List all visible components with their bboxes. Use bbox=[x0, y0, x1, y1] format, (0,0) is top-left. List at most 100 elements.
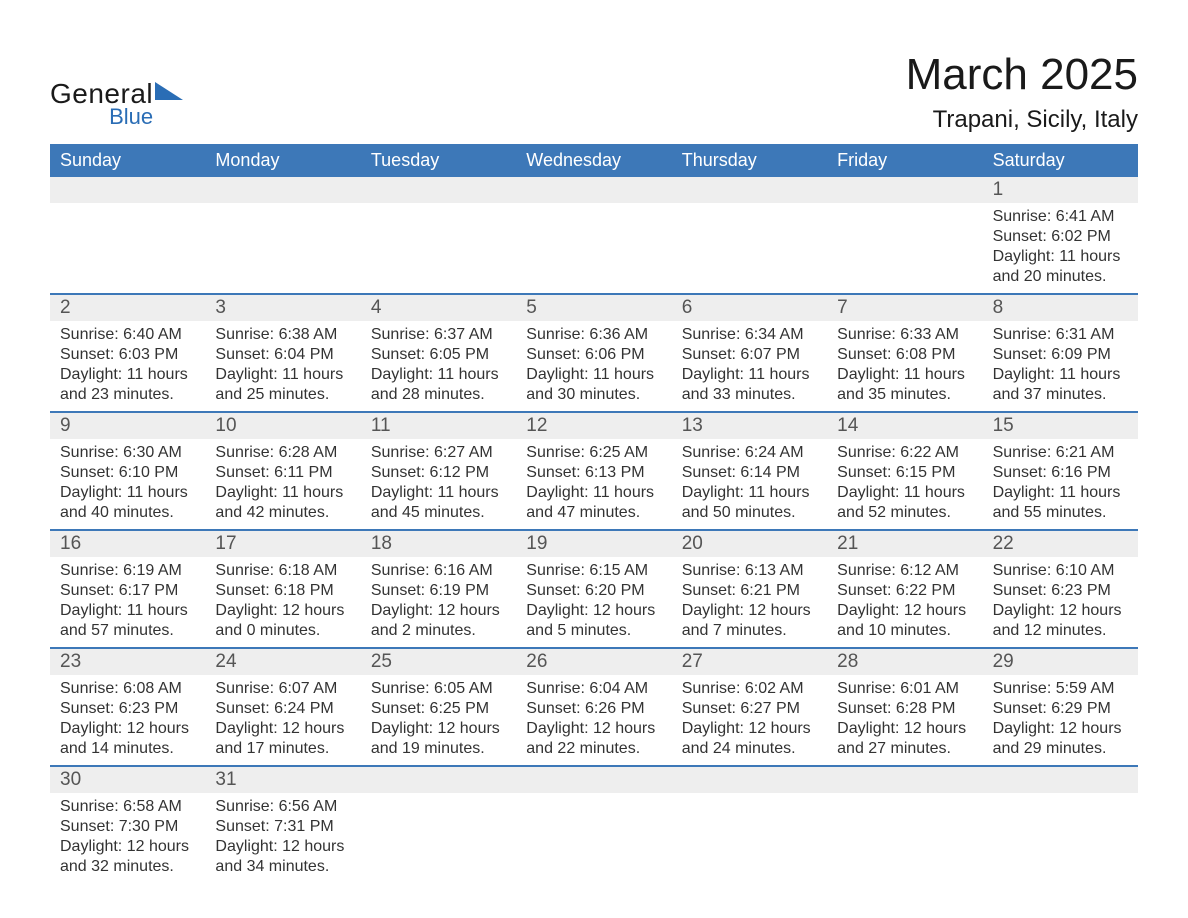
day-cell bbox=[516, 793, 671, 883]
day-cell: Sunrise: 6:31 AMSunset: 6:09 PMDaylight:… bbox=[983, 321, 1138, 411]
weekday-header: Saturday bbox=[983, 144, 1138, 177]
day-sunrise-text: Sunrise: 6:08 AM bbox=[60, 679, 195, 699]
day-cell: Sunrise: 6:15 AMSunset: 6:20 PMDaylight:… bbox=[516, 557, 671, 647]
day-number: 24 bbox=[205, 649, 360, 675]
day-cell: Sunrise: 6:37 AMSunset: 6:05 PMDaylight:… bbox=[361, 321, 516, 411]
day-number: 23 bbox=[50, 649, 205, 675]
day-cell: Sunrise: 5:59 AMSunset: 6:29 PMDaylight:… bbox=[983, 675, 1138, 765]
day-sunset-text: Sunset: 6:11 PM bbox=[215, 463, 350, 483]
weekday-header: Monday bbox=[205, 144, 360, 177]
day-sunset-text: Sunset: 6:13 PM bbox=[526, 463, 661, 483]
day-sunrise-text: Sunrise: 6:02 AM bbox=[682, 679, 817, 699]
day-number: 17 bbox=[205, 531, 360, 557]
day-day1-text: Daylight: 11 hours bbox=[993, 365, 1128, 385]
day-day2-text: and 5 minutes. bbox=[526, 621, 661, 641]
day-sunset-text: Sunset: 7:31 PM bbox=[215, 817, 350, 837]
day-number bbox=[827, 767, 982, 793]
title-block: March 2025 Trapani, Sicily, Italy bbox=[906, 50, 1138, 134]
day-sunset-text: Sunset: 6:20 PM bbox=[526, 581, 661, 601]
day-sunrise-text: Sunrise: 6:22 AM bbox=[837, 443, 972, 463]
week-daynum-row: 2345678 bbox=[50, 293, 1138, 321]
day-sunrise-text: Sunrise: 6:30 AM bbox=[60, 443, 195, 463]
day-number: 28 bbox=[827, 649, 982, 675]
day-number bbox=[672, 767, 827, 793]
day-cell bbox=[361, 203, 516, 293]
day-day2-text: and 42 minutes. bbox=[215, 503, 350, 523]
day-sunrise-text: Sunrise: 6:12 AM bbox=[837, 561, 972, 581]
day-sunrise-text: Sunrise: 6:31 AM bbox=[993, 325, 1128, 345]
page-title: March 2025 bbox=[906, 50, 1138, 100]
day-sunrise-text: Sunrise: 6:41 AM bbox=[993, 207, 1128, 227]
logo-line2: Blue bbox=[109, 106, 153, 128]
day-sunrise-text: Sunrise: 6:38 AM bbox=[215, 325, 350, 345]
day-day2-text: and 37 minutes. bbox=[993, 385, 1128, 405]
day-cell: Sunrise: 6:05 AMSunset: 6:25 PMDaylight:… bbox=[361, 675, 516, 765]
day-day1-text: Daylight: 11 hours bbox=[371, 483, 506, 503]
day-sunrise-text: Sunrise: 6:27 AM bbox=[371, 443, 506, 463]
day-cell bbox=[827, 203, 982, 293]
day-sunset-text: Sunset: 6:15 PM bbox=[837, 463, 972, 483]
weekday-header: Sunday bbox=[50, 144, 205, 177]
day-number: 3 bbox=[205, 295, 360, 321]
day-sunset-text: Sunset: 6:12 PM bbox=[371, 463, 506, 483]
day-day1-text: Daylight: 11 hours bbox=[837, 483, 972, 503]
day-sunset-text: Sunset: 6:26 PM bbox=[526, 699, 661, 719]
day-cell bbox=[672, 203, 827, 293]
day-day1-text: Daylight: 12 hours bbox=[60, 837, 195, 857]
day-sunset-text: Sunset: 6:02 PM bbox=[993, 227, 1128, 247]
day-day2-text: and 34 minutes. bbox=[215, 857, 350, 877]
day-cell: Sunrise: 6:30 AMSunset: 6:10 PMDaylight:… bbox=[50, 439, 205, 529]
day-sunrise-text: Sunrise: 6:37 AM bbox=[371, 325, 506, 345]
day-number bbox=[516, 177, 671, 203]
day-sunset-text: Sunset: 6:06 PM bbox=[526, 345, 661, 365]
day-day2-text: and 25 minutes. bbox=[215, 385, 350, 405]
day-cell: Sunrise: 6:33 AMSunset: 6:08 PMDaylight:… bbox=[827, 321, 982, 411]
day-sunset-text: Sunset: 6:27 PM bbox=[682, 699, 817, 719]
day-sunset-text: Sunset: 6:03 PM bbox=[60, 345, 195, 365]
day-cell: Sunrise: 6:28 AMSunset: 6:11 PMDaylight:… bbox=[205, 439, 360, 529]
day-day2-text: and 27 minutes. bbox=[837, 739, 972, 759]
day-day2-text: and 20 minutes. bbox=[993, 267, 1128, 287]
day-day1-text: Daylight: 12 hours bbox=[215, 601, 350, 621]
day-day1-text: Daylight: 12 hours bbox=[993, 601, 1128, 621]
day-day2-text: and 19 minutes. bbox=[371, 739, 506, 759]
day-cell: Sunrise: 6:16 AMSunset: 6:19 PMDaylight:… bbox=[361, 557, 516, 647]
day-number: 12 bbox=[516, 413, 671, 439]
day-day2-text: and 40 minutes. bbox=[60, 503, 195, 523]
day-day1-text: Daylight: 12 hours bbox=[215, 719, 350, 739]
day-sunrise-text: Sunrise: 6:18 AM bbox=[215, 561, 350, 581]
day-sunset-text: Sunset: 6:29 PM bbox=[993, 699, 1128, 719]
week-detail-row: Sunrise: 6:41 AMSunset: 6:02 PMDaylight:… bbox=[50, 203, 1138, 293]
day-sunset-text: Sunset: 6:24 PM bbox=[215, 699, 350, 719]
weekday-header: Friday bbox=[827, 144, 982, 177]
day-sunrise-text: Sunrise: 6:24 AM bbox=[682, 443, 817, 463]
day-number: 1 bbox=[983, 177, 1138, 203]
day-day2-text: and 57 minutes. bbox=[60, 621, 195, 641]
day-day1-text: Daylight: 11 hours bbox=[526, 483, 661, 503]
day-number: 6 bbox=[672, 295, 827, 321]
day-sunset-text: Sunset: 6:25 PM bbox=[371, 699, 506, 719]
week-daynum-row: 16171819202122 bbox=[50, 529, 1138, 557]
day-number: 30 bbox=[50, 767, 205, 793]
day-number: 20 bbox=[672, 531, 827, 557]
day-sunrise-text: Sunrise: 6:16 AM bbox=[371, 561, 506, 581]
week-daynum-row: 1 bbox=[50, 177, 1138, 203]
day-day1-text: Daylight: 12 hours bbox=[371, 719, 506, 739]
day-number: 26 bbox=[516, 649, 671, 675]
day-sunrise-text: Sunrise: 6:05 AM bbox=[371, 679, 506, 699]
day-sunset-text: Sunset: 6:09 PM bbox=[993, 345, 1128, 365]
week-detail-row: Sunrise: 6:58 AMSunset: 7:30 PMDaylight:… bbox=[50, 793, 1138, 883]
day-cell: Sunrise: 6:12 AMSunset: 6:22 PMDaylight:… bbox=[827, 557, 982, 647]
day-day2-text: and 52 minutes. bbox=[837, 503, 972, 523]
day-sunset-text: Sunset: 6:16 PM bbox=[993, 463, 1128, 483]
day-cell: Sunrise: 6:07 AMSunset: 6:24 PMDaylight:… bbox=[205, 675, 360, 765]
day-sunset-text: Sunset: 6:10 PM bbox=[60, 463, 195, 483]
day-sunrise-text: Sunrise: 6:21 AM bbox=[993, 443, 1128, 463]
day-sunrise-text: Sunrise: 6:58 AM bbox=[60, 797, 195, 817]
day-number: 11 bbox=[361, 413, 516, 439]
day-number: 13 bbox=[672, 413, 827, 439]
day-number: 25 bbox=[361, 649, 516, 675]
day-number: 29 bbox=[983, 649, 1138, 675]
day-number bbox=[50, 177, 205, 203]
day-day2-text: and 45 minutes. bbox=[371, 503, 506, 523]
